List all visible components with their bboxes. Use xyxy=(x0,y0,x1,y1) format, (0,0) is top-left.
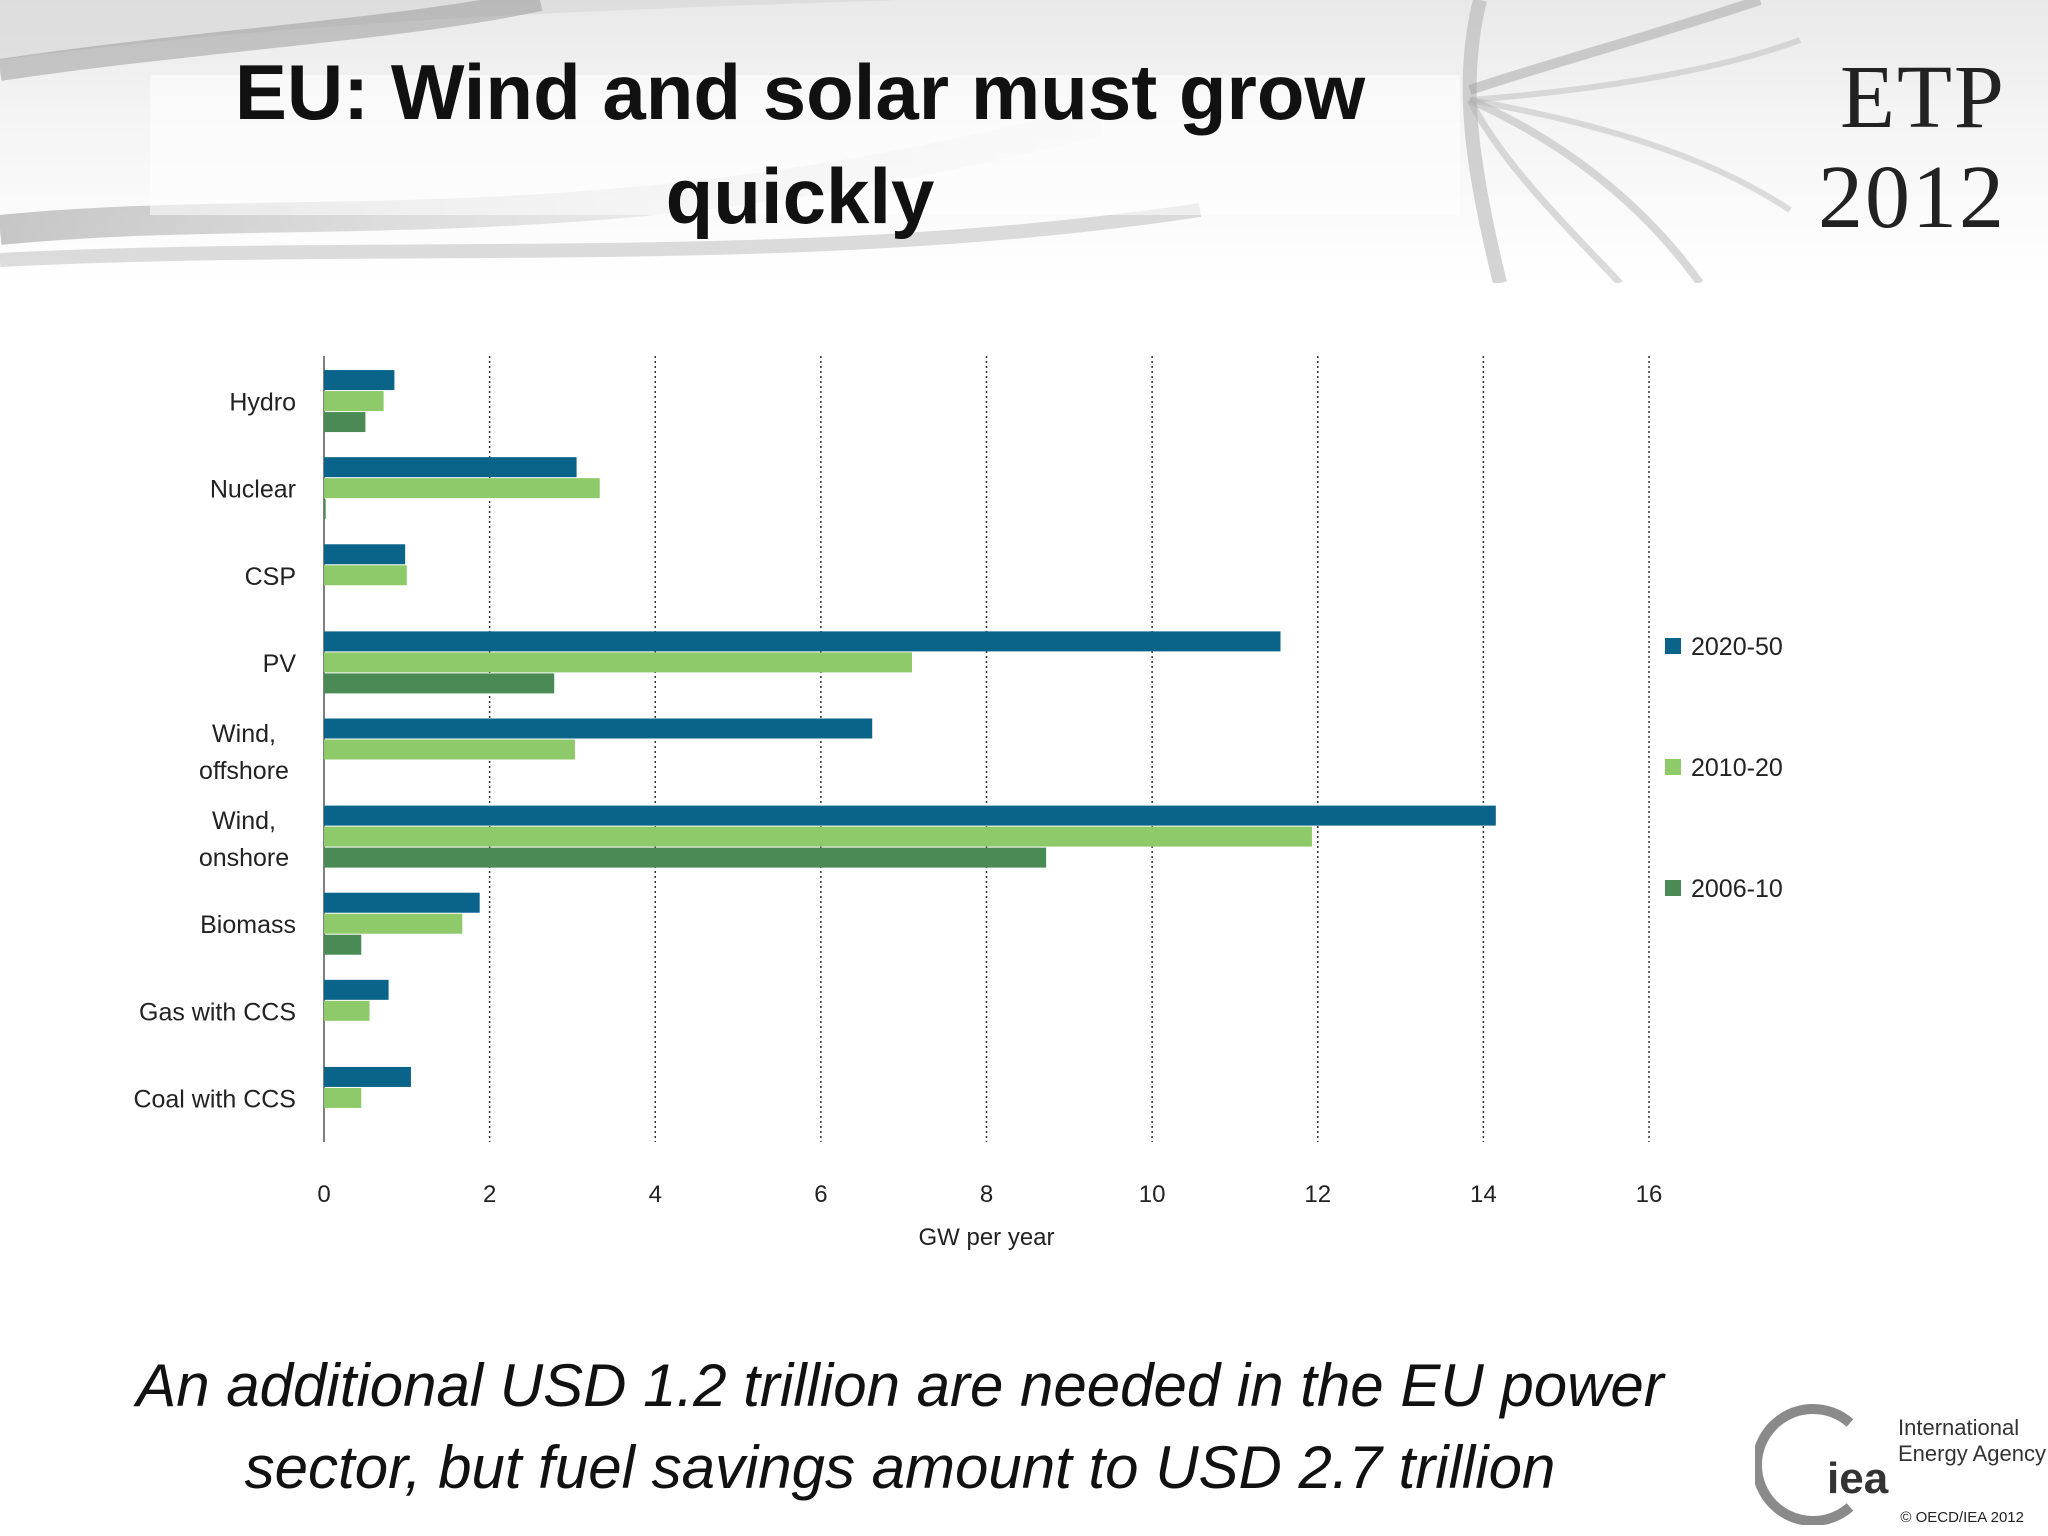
bar-2020-50 xyxy=(324,631,1281,652)
slide-caption: An additional USD 1.2 trillion are neede… xyxy=(60,1345,1740,1509)
x-tick-label: 8 xyxy=(980,1181,993,1208)
category-label: Wind, onshore xyxy=(199,807,289,872)
x-tick-label: 6 xyxy=(814,1181,827,1208)
bar-2006-10 xyxy=(324,412,366,433)
bar-2010-20 xyxy=(324,739,575,760)
bar-2020-50 xyxy=(324,544,406,565)
iea-logo-swoosh xyxy=(1755,1404,1854,1525)
bar-2010-20 xyxy=(324,391,384,412)
x-tick-label: 14 xyxy=(1470,1181,1497,1208)
bar-2020-50 xyxy=(324,718,873,739)
copyright-notice: © OECD/IEA 2012 xyxy=(1900,1509,2024,1526)
category-label-line: offshore xyxy=(199,757,289,785)
caption-line-1: An additional USD 1.2 trillion are neede… xyxy=(136,1352,1664,1419)
slide-title-line-1: EU: Wind and solar must grow xyxy=(234,48,1366,136)
bar-2020-50 xyxy=(324,979,389,1000)
x-tick-label: 12 xyxy=(1304,1181,1331,1208)
category-label-line: Gas with CCS xyxy=(139,998,296,1026)
category-label: Nuclear xyxy=(210,476,296,504)
bar-2020-50 xyxy=(324,370,395,391)
legend-swatch-2010-20 xyxy=(1665,759,1681,775)
x-axis-title: GW per year xyxy=(918,1224,1054,1251)
x-tick-label: 4 xyxy=(649,1181,662,1208)
iea-logo-name-line-2: Energy Agency xyxy=(1898,1441,2046,1466)
bar-2010-20 xyxy=(324,1087,362,1108)
bar-2020-50 xyxy=(324,892,480,913)
category-label: Biomass xyxy=(200,911,296,939)
category-label-line: Wind, xyxy=(212,720,276,748)
bar-2010-20 xyxy=(324,913,463,934)
caption-line-2: sector, but fuel savings amount to USD 2… xyxy=(244,1434,1556,1501)
slide-title: EU: Wind and solar must grow quickly xyxy=(150,40,1450,248)
bar-2010-20 xyxy=(324,565,407,586)
category-label-line: Wind, xyxy=(212,807,276,835)
bar-2020-50 xyxy=(324,457,577,478)
category-label-line: Nuclear xyxy=(210,476,296,504)
legend-swatch-2006-10 xyxy=(1665,880,1681,896)
etp-brand-line-2: 2012 xyxy=(1818,148,2006,247)
category-label: Hydro xyxy=(229,389,296,417)
legend-label: 2006-10 xyxy=(1691,875,1783,903)
bar-2006-10 xyxy=(324,847,1047,868)
iea-logo-name-line-1: International xyxy=(1898,1415,2020,1440)
category-label: Coal with CCS xyxy=(133,1085,296,1113)
x-tick-label: 0 xyxy=(317,1181,330,1208)
iea-logo-mark: iea xyxy=(1827,1454,1889,1503)
etp-brand: ETP 2012 xyxy=(1818,48,2006,248)
banner-background-art xyxy=(0,0,1802,283)
x-tick-label: 10 xyxy=(1139,1181,1166,1208)
bar-2010-20 xyxy=(324,478,600,499)
iea-logo: iea xyxy=(1755,1404,1889,1525)
bar-2006-10 xyxy=(324,499,326,520)
iea-logo-name: International Energy Agency xyxy=(1898,1415,2046,1467)
capacity-additions-bar-chart: 0 2 4 6 8 10 12 14 16 GW per year Hydro Nuclear CSP P… xyxy=(133,356,1783,1251)
etp-brand-line-1: ETP xyxy=(1839,48,2006,147)
bar-2006-10 xyxy=(324,934,362,955)
bar-2010-20 xyxy=(324,826,1312,847)
bar-2020-50 xyxy=(324,805,1496,826)
bar-2020-50 xyxy=(324,1066,411,1087)
category-label-line: Hydro xyxy=(229,389,296,417)
x-tick-label: 16 xyxy=(1636,1181,1663,1208)
bar-2010-20 xyxy=(324,652,912,673)
category-label: CSP xyxy=(245,563,296,591)
category-label-line: Biomass xyxy=(200,911,296,939)
category-label-line: CSP xyxy=(245,563,296,591)
legend-swatch-2020-50 xyxy=(1665,638,1681,654)
slide-title-line-2: quickly xyxy=(665,152,935,240)
category-label: PV xyxy=(263,650,297,678)
category-label-line: onshore xyxy=(199,844,289,872)
category-label: Wind, offshore xyxy=(199,720,289,785)
x-tick-label: 2 xyxy=(483,1181,496,1208)
category-label-line: PV xyxy=(263,650,297,678)
legend-label: 2020-50 xyxy=(1691,633,1783,661)
category-label: Gas with CCS xyxy=(139,998,296,1026)
bar-2006-10 xyxy=(324,673,555,694)
category-label-line: Coal with CCS xyxy=(133,1085,296,1113)
legend-label: 2010-20 xyxy=(1691,754,1783,782)
bar-2010-20 xyxy=(324,1000,370,1021)
title-banner xyxy=(0,0,2048,283)
